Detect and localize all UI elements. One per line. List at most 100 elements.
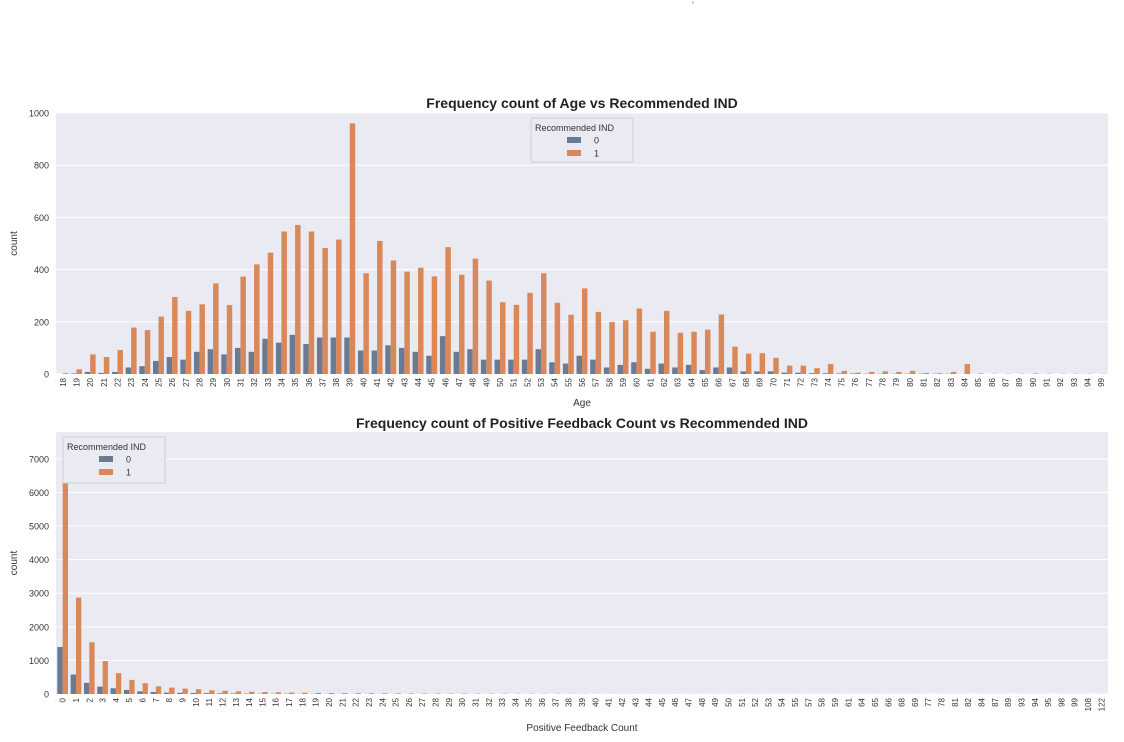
x-tick-label: 24 [141,377,150,386]
bar-series-1-70 [773,357,779,374]
x-tick-label: 59 [831,697,840,706]
bar-series-0-72 [795,372,801,374]
y-tick-label: 6000 [29,488,49,498]
x-tick-label: 55 [564,377,573,386]
x-tick-label: 24 [378,697,387,706]
bar-series-0-47 [453,351,460,374]
bar-series-0-58 [603,367,610,374]
x-tick-label: 108 [1084,697,1093,711]
bar-series-1-74 [827,364,834,374]
x-tick-label: 34 [277,377,286,386]
bar-series-0-57 [590,359,596,374]
x-tick-label: 26 [405,697,414,706]
bar-series-1-22 [355,693,361,694]
bar-series-1-26 [408,693,415,694]
bar-series-1-39 [349,123,356,374]
bar-series-1-36 [308,231,315,374]
x-tick-label: 47 [685,697,694,706]
x-tick-label: 77 [865,377,874,386]
x-tick-label: 93 [1017,697,1026,706]
x-tick-label: 45 [658,697,667,706]
bar-series-1-80 [909,370,916,374]
bar-series-0-56 [576,355,582,374]
bar-series-1-69 [759,353,766,374]
x-tick-label: 44 [414,377,423,386]
bar-series-0-76 [849,373,856,374]
legend-swatch-1 [99,469,113,475]
x-tick-label: 42 [618,697,627,706]
bar-series-0-34 [275,342,282,374]
bar-series-1-75 [841,370,848,374]
bar-series-1-19 [315,692,321,694]
x-tick-label: 41 [373,377,382,386]
x-tick-label: 28 [432,697,441,706]
bar-series-1-25 [158,316,164,374]
x-tick-label: 32 [250,377,259,386]
bar-series-0-44 [412,351,419,374]
x-tick-label: 2 [85,697,94,702]
bar-series-1-2 [89,642,95,694]
x-tick-label: 20 [325,697,334,706]
bar-series-0-0 [57,646,63,694]
x-tick-label: 70 [769,377,778,386]
bar-series-0-61 [644,368,651,374]
x-tick-label: 59 [619,377,628,386]
bar-series-1-48 [472,258,479,374]
bar-series-1-45 [431,276,438,374]
x-tick-label: 10 [192,697,201,706]
x-tick-label: 11 [205,697,214,706]
x-tick-label: 47 [455,377,464,386]
x-tick-label: 89 [1004,697,1013,706]
bar-series-1-9 [182,688,188,694]
bar-series-1-71 [786,365,793,374]
bar-series-1-60 [636,308,643,374]
y-tick-label: 800 [34,161,49,171]
bar-series-1-27 [185,310,192,374]
x-tick-label: 21 [338,697,347,706]
bar-series-0-40 [357,350,364,374]
bar-series-1-25 [395,693,401,694]
x-tick-label: 82 [933,377,942,386]
x-tick-label: 40 [359,377,368,386]
x-tick-label: 69 [911,697,920,706]
legend-label-0: 0 [126,455,131,465]
x-tick-label: 38 [565,697,574,706]
bar-series-0-21 [98,372,104,374]
x-tick-label: 29 [445,697,454,706]
bar-series-1-61 [650,331,656,374]
x-tick-label: 61 [844,697,853,706]
bar-series-0-69 [754,371,760,374]
x-tick-label: 65 [871,697,880,706]
bar-series-0-38 [330,337,337,374]
bar-series-0-7 [150,691,156,694]
x-tick-label: 18 [59,377,68,386]
x-tick-label: 74 [824,377,833,386]
bar-series-1-3 [102,661,108,694]
x-tick-label: 69 [756,377,765,386]
bar-series-1-72 [800,365,807,374]
bar-series-1-57 [595,311,602,374]
x-tick-label: 30 [458,697,467,706]
bar-series-0-27 [180,359,186,374]
x-tick-label: 45 [428,377,437,386]
x-tick-label: 27 [418,697,427,706]
x-tick-label: 76 [851,377,860,386]
bar-series-0-53 [535,349,542,374]
bar-series-1-49 [486,280,492,374]
bar-series-0-74 [822,373,828,374]
bar-series-1-43 [404,271,410,374]
x-tick-label: 52 [751,697,760,706]
bar-series-0-75 [836,373,842,374]
bar-series-0-31 [234,347,241,374]
bar-series-0-39 [344,337,350,374]
bar-series-0-37 [316,337,323,374]
x-tick-label: 86 [988,377,997,386]
x-tick-label: 94 [1031,697,1040,706]
x-tick-label: 95 [1044,697,1053,706]
x-tick-label: 92 [1056,377,1065,386]
x-tick-label: 87 [991,697,1000,706]
bar-series-1-37 [322,247,328,374]
legend-label-1: 1 [126,468,131,478]
x-tick-label: 78 [938,697,947,706]
bar-series-1-90 [1032,373,1039,374]
